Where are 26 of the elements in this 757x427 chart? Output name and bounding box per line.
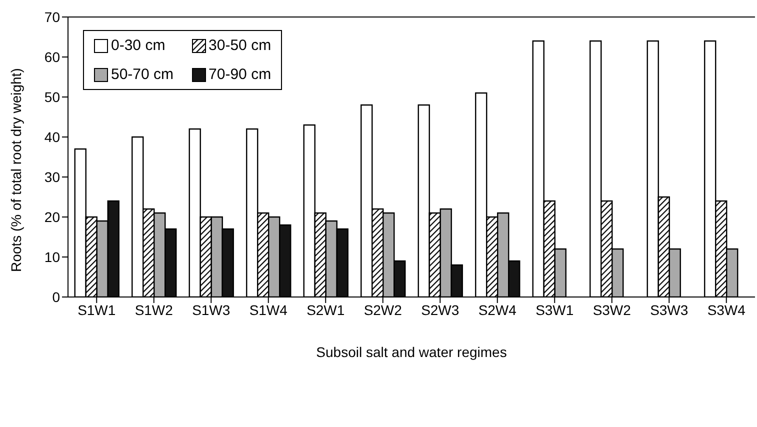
x-tick-label: S2W1	[306, 302, 345, 318]
x-tick-label: S1W4	[249, 302, 288, 318]
y-tick-label: 70	[44, 8, 60, 25]
y-tick-label: 30	[44, 168, 60, 185]
legend-label: 50-70 cm	[111, 66, 174, 83]
y-tick-label: 0	[52, 288, 60, 305]
legend-label: 70-90 cm	[208, 66, 272, 83]
x-tick-label: S3W1	[536, 302, 574, 318]
x-tick-label: S2W2	[364, 302, 402, 318]
x-tick-label: S3W2	[592, 302, 632, 318]
x-tick-label: S2W3	[421, 302, 460, 318]
x-tick-label: S1W2	[134, 302, 174, 318]
x-tick-label: S1W3	[192, 302, 230, 318]
x-tick-label: S3W4	[707, 302, 746, 318]
y-tick-label: 20	[44, 208, 60, 225]
y-tick-label: 40	[44, 128, 60, 145]
x-tick-label: S3W3	[650, 302, 688, 318]
legend-label: 30-50 cm	[208, 37, 272, 54]
y-tick-label: 10	[44, 248, 60, 265]
y-axis-title: Roots (% of total root dry weight)	[8, 68, 24, 272]
legend-label: 0-30 cm	[111, 37, 166, 54]
x-axis-title: Subsoil salt and water regimes	[316, 344, 507, 360]
x-tick-label: S2W4	[478, 302, 517, 318]
x-tick-label: S1W1	[78, 302, 116, 318]
y-tick-label: 50	[44, 88, 60, 105]
y-tick-label: 60	[44, 48, 60, 65]
